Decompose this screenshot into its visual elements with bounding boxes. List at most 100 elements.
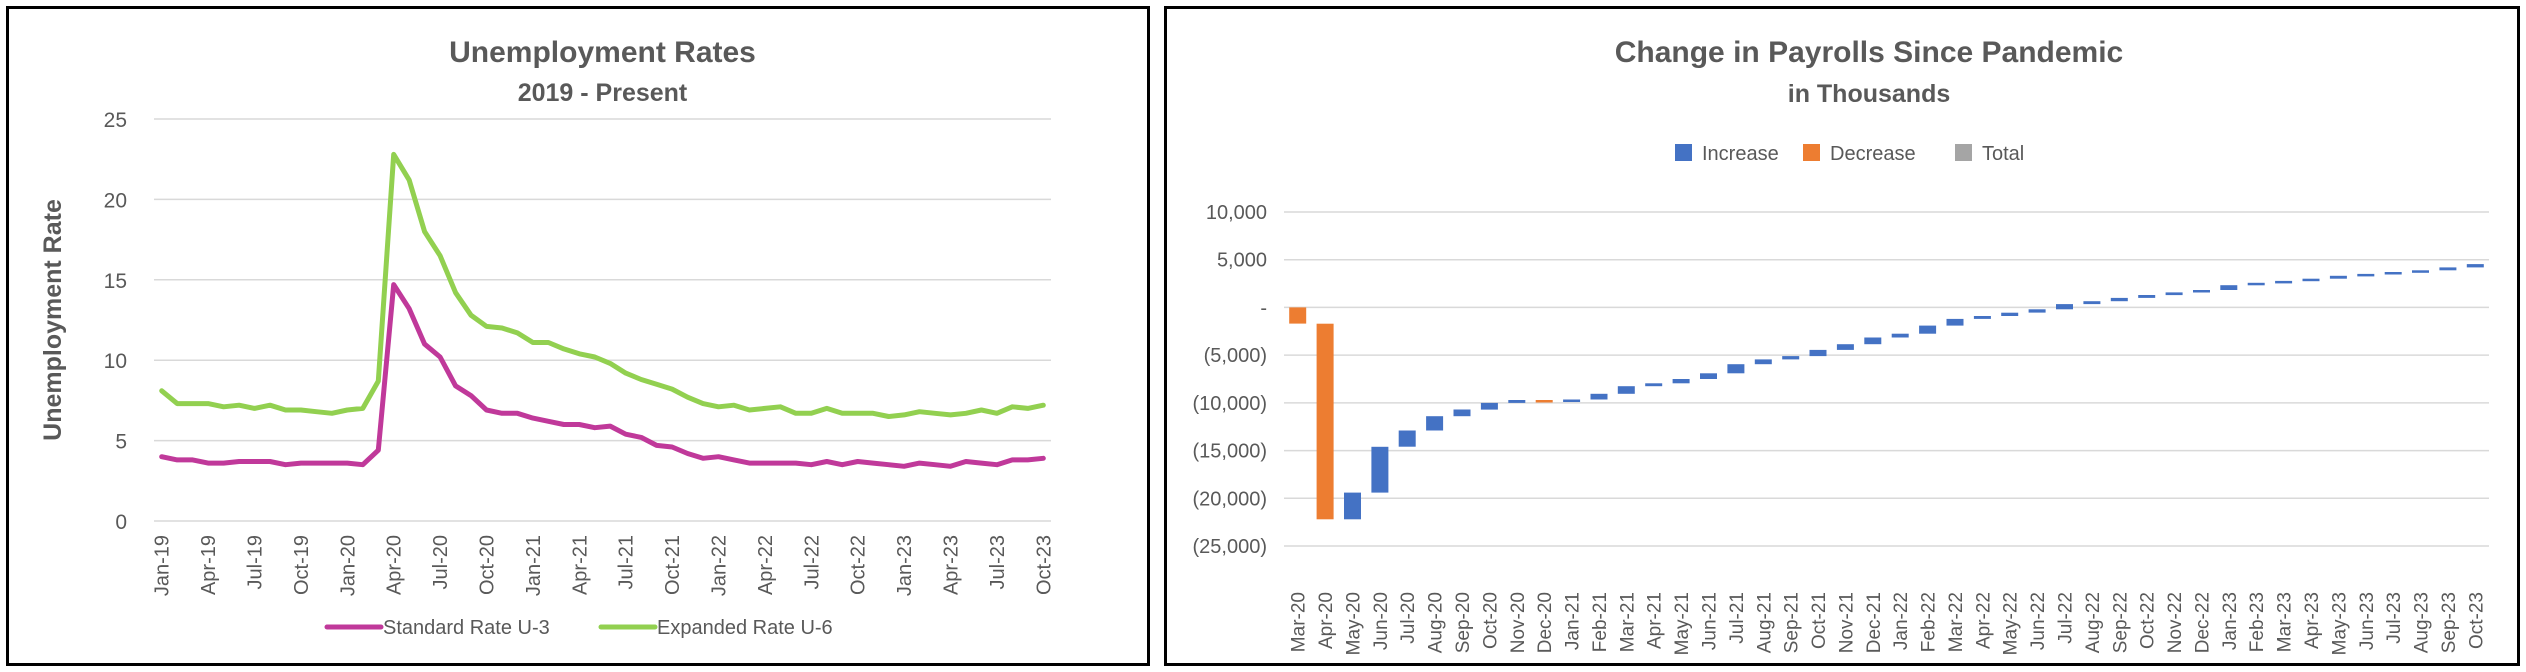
y-tick-label: 5,000 [1217, 250, 1267, 272]
x-tick-label: Oct-19 [291, 535, 313, 595]
waterfall-bar [1645, 383, 1663, 387]
waterfall-bar [1289, 307, 1307, 324]
waterfall-bar [2357, 273, 2375, 277]
x-tick-label: Apr-23 [940, 535, 962, 595]
legend-swatch [1803, 144, 1820, 161]
chart-subtitle: in Thousands [1788, 80, 1951, 108]
waterfall-bar [1973, 316, 1991, 319]
x-tick-label: Feb-21 [1590, 592, 1611, 652]
x-tick-label: Oct-22 [848, 535, 870, 595]
x-tick-label: Sep-22 [2110, 592, 2131, 653]
waterfall-bar [1480, 402, 1498, 410]
x-tick-label: Mar-23 [2275, 592, 2296, 652]
y-tick-label: 20 [104, 189, 127, 212]
y-tick-label: (15,000) [1193, 441, 1268, 463]
x-tick-label: Jan-19 [152, 535, 174, 596]
x-tick-label: Jun-20 [1371, 592, 1392, 650]
x-tick-label: Mar-20 [1289, 592, 1310, 652]
x-tick-label: Oct-21 [1809, 592, 1830, 649]
x-tick-label: Jun-21 [1699, 592, 1720, 650]
payrolls-chart: Change in Payrolls Since Pandemic in Thou… [1193, 36, 2489, 655]
waterfall-bar [2302, 278, 2320, 282]
waterfall-bar [2247, 282, 2265, 286]
y-tick-label: 25 [104, 109, 127, 132]
x-tick-label: Oct-20 [1480, 592, 1501, 649]
waterfall-bar [1891, 333, 1909, 338]
y-tick-label: (5,000) [1204, 345, 1267, 367]
y-tick-label: - [1260, 297, 1267, 319]
x-tick-label: Jan-22 [708, 535, 730, 596]
waterfall-bar [2384, 272, 2402, 275]
waterfall-bar [1700, 373, 1717, 379]
waterfall-bar [2412, 270, 2429, 273]
waterfall-bar [1398, 430, 1416, 447]
payrolls-chart-panel: Change in Payrolls Since Pandemic in Thou… [1164, 6, 2520, 666]
waterfall-bar [2001, 312, 2019, 316]
y-tick-label: (10,000) [1193, 393, 1268, 415]
chart-title: Unemployment Rates [449, 36, 756, 69]
x-tick-label: Oct-23 [1033, 535, 1055, 595]
x-tick-label: Jun-23 [2357, 592, 2378, 650]
x-tick-label: Apr-20 [384, 535, 406, 595]
x-tick-label: Aug-22 [2083, 592, 2104, 653]
x-tick-label: May-21 [1672, 592, 1693, 655]
x-tick-label: Jul-19 [245, 535, 267, 589]
waterfall-bar [1754, 359, 1772, 365]
x-tick-label: Jan-23 [2220, 592, 2241, 650]
waterfall-bar [2028, 309, 2046, 313]
waterfall-bar [1727, 364, 1745, 374]
x-tick-label: Nov-20 [1508, 592, 1529, 653]
y-tick-label: 10,000 [1206, 202, 1267, 224]
waterfall-bar [1344, 492, 1361, 520]
waterfall-bar [1453, 409, 1471, 417]
x-tick-label: Apr-22 [755, 535, 777, 595]
waterfall-bar [2193, 290, 2210, 293]
waterfall-bar [1535, 400, 1553, 403]
waterfall-bar [2275, 280, 2293, 284]
x-tick-label: Dec-21 [1864, 592, 1885, 653]
x-tick-label: Apr-20 [1316, 592, 1337, 649]
chart-title: Change in Payrolls Since Pandemic [1615, 36, 2124, 69]
y-tick-label: (25,000) [1193, 536, 1268, 558]
x-tick-label: Sep-20 [1453, 592, 1474, 653]
x-tick-label: Aug-20 [1426, 592, 1447, 653]
x-tick-label: Nov-21 [1836, 592, 1857, 653]
waterfall-bar [2220, 285, 2238, 290]
waterfall-bar [1590, 393, 1608, 400]
x-tick-label: Jul-20 [430, 535, 452, 589]
x-tick-label: Jun-22 [2028, 592, 2049, 650]
x-tick-label: Apr-19 [198, 535, 220, 595]
chart-subtitle: 2019 - Present [518, 79, 688, 107]
waterfall-bar [2329, 275, 2347, 279]
x-tick-label: Apr-21 [1645, 592, 1666, 649]
waterfall-bar [1508, 400, 1526, 403]
x-tick-label: Jul-20 [1398, 592, 1419, 644]
x-tick-label: Jan-21 [1563, 592, 1584, 650]
x-tick-label: Jan-22 [1891, 592, 1912, 650]
x-tick-label: Oct-23 [2466, 592, 2487, 649]
y-tick-label: (20,000) [1193, 488, 1268, 510]
x-tick-label: Mar-21 [1617, 592, 1638, 652]
x-tick-label: Oct-20 [477, 535, 499, 595]
x-tick-label: May-22 [2001, 592, 2022, 655]
waterfall-bar [1371, 446, 1389, 493]
legend-label: Standard Rate U-3 [383, 617, 550, 639]
waterfall-bar [2138, 295, 2156, 298]
x-tick-label: Sep-23 [2439, 592, 2460, 653]
waterfall-bar [1836, 344, 1854, 350]
x-tick-label: Jul-21 [1727, 592, 1748, 644]
x-tick-label: Dec-22 [2192, 592, 2213, 653]
x-tick-label: May-23 [2329, 592, 2350, 655]
legend-label: Decrease [1830, 143, 1916, 165]
x-tick-label: Aug-21 [1754, 592, 1775, 653]
series-line [159, 282, 1046, 469]
legend-label: Total [1982, 143, 2024, 165]
y-axis-label: Unemployment Rate [39, 199, 67, 441]
legend-label: Expanded Rate U-6 [657, 617, 833, 639]
x-tick-label: Apr-23 [2302, 592, 2323, 649]
y-tick-label: 15 [104, 270, 127, 293]
waterfall-bar [1782, 356, 1800, 360]
legend-swatch [1675, 144, 1692, 161]
unemployment-chart: Unemployment Rates 2019 - Present 0 5 10 15 20… [39, 36, 1055, 639]
x-tick-label: Feb-22 [1919, 592, 1940, 652]
